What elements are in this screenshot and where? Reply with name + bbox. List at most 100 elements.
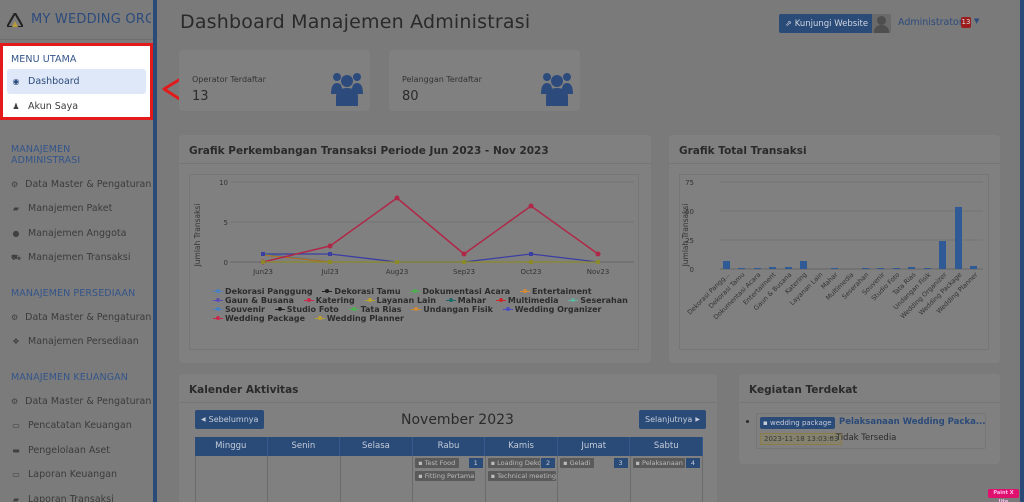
legend-item[interactable]: Tata Rias — [348, 305, 401, 314]
main-menu-highlight: MENU UTAMA ◉ Dashboard ♟ Akun Saya — [0, 43, 153, 120]
logo-icon — [7, 12, 23, 27]
event-type-badge: ▪ wedding package — [760, 417, 835, 429]
sidebar-item-data-master-persediaan[interactable]: ⚙ Data Master & Pengaturan — [11, 311, 152, 323]
legend-item[interactable]: Wedding Package — [213, 314, 305, 323]
day-number: 2 — [541, 458, 556, 468]
sidebar-item-data-master-keuangan[interactable]: ⚙ Data Master & Pengaturan — [11, 395, 152, 407]
money-icon: ▭ — [12, 470, 20, 480]
weekday: Minggu — [195, 437, 268, 456]
svg-text:Sep23: Sep23 — [453, 268, 475, 276]
line-chart-legend: Dekorasi Panggung Dekorasi Tamu Dokument… — [213, 287, 635, 323]
weekday: Senin — [268, 437, 341, 456]
legend-item[interactable]: Wedding Organizer — [502, 305, 601, 314]
calendar-event[interactable]: ▪ Fitting Pertama — [415, 471, 476, 481]
legend-item[interactable]: Multimedia — [495, 296, 558, 305]
event-status: - Tidak Tersedia — [830, 433, 897, 443]
svg-text:Jul23: Jul23 — [320, 268, 338, 276]
stat-card-pelanggan: Pelanggan Terdaftar 80 — [389, 50, 580, 111]
next-month-button[interactable]: Selanjutnya ▶ — [639, 410, 706, 429]
stat-label: Operator Terdaftar — [192, 75, 266, 84]
calendar-event[interactable]: ▪ Loading Dekorasi — [487, 458, 540, 468]
calendar-grid: ▪ Test Food ▪ Fitting Pertama 1 ▪ Loadin… — [195, 456, 703, 502]
avatar[interactable] — [872, 14, 891, 33]
svg-text:10: 10 — [219, 179, 228, 187]
legend-item[interactable]: Wedding Planner — [314, 314, 404, 323]
legend-item[interactable]: Layanan Lain — [364, 296, 436, 305]
cart-icon: ⛟ — [11, 252, 22, 262]
sidebar-item-manajemen-persediaan[interactable]: ❖ Manajemen Persediaan — [12, 336, 139, 348]
legend-item[interactable]: Studio Foto — [274, 305, 339, 314]
legend-item[interactable]: Dokumentasi Acara — [410, 287, 510, 296]
svg-text:Jumlah Transaksi: Jumlah Transaksi — [681, 204, 690, 268]
legend-item[interactable]: Gaun & Busana — [213, 296, 294, 305]
sidebar-item-manajemen-transaksi[interactable]: ⛟ Manajemen Transaksi — [11, 252, 131, 264]
calendar-cell[interactable]: ▪ Test Food ▪ Fitting Pertama 1 — [412, 456, 484, 502]
calendar-event[interactable]: ▪ Pelaksanaan — [632, 458, 685, 468]
sidebar-item-akun-saya[interactable]: ♟ Akun Saya — [12, 101, 79, 112]
user-icon: ♟ — [12, 102, 20, 111]
weekday: Kamis — [485, 437, 558, 456]
legend-item[interactable]: Seserahan — [568, 296, 628, 305]
money-icon: ▭ — [12, 421, 20, 431]
legend-item[interactable]: Souvenir — [213, 305, 265, 314]
calendar-cell[interactable]: ▪ Loading Dekorasi ▪ Technical meeting 2 — [484, 456, 557, 502]
stat-card-operator: Operator Terdaftar 13 — [179, 50, 370, 111]
bar-chart: 75 50 25 0 Jumlah Transaksi — [679, 174, 989, 350]
page-title: Dashboard Manajemen Administrasi — [180, 11, 531, 33]
sidebar-item-manajemen-anggota[interactable]: ● Manajemen Anggota — [12, 227, 127, 239]
sidebar-item-data-master-admin[interactable]: ⚙ Data Master & Pengaturan — [11, 178, 152, 190]
external-link-icon: ⇗ — [785, 19, 792, 28]
calendar-cell[interactable]: ▪ Pelaksanaan 4 — [629, 456, 703, 502]
day-number: 1 — [468, 458, 483, 468]
stat-label: Pelanggan Terdaftar — [402, 75, 482, 84]
svg-text:Jumlah Transaksi: Jumlah Transaksi — [193, 204, 202, 268]
sidebar-item-pencatatan-keuangan[interactable]: ▭ Pencatatan Keuangan — [12, 420, 132, 432]
cogs-icon: ⚙ — [11, 179, 19, 189]
sidebar-item-dashboard[interactable]: ◉ Dashboard — [7, 69, 146, 94]
globe-icon: ◉ — [12, 77, 20, 86]
brand[interactable]: MY WEDDING ORGANIZER — [0, 0, 153, 40]
calendar-event[interactable]: ▪ Test Food — [415, 458, 460, 468]
upcoming-event[interactable]: ▪ wedding package Pelaksanaan Wedding Pa… — [756, 413, 986, 449]
event-title-link[interactable]: Pelaksanaan Wedding Packa... — [839, 417, 986, 427]
calendar-month: November 2023 — [401, 412, 514, 428]
legend-item[interactable]: Dekorasi Tamu — [322, 287, 401, 296]
sidebar-item-pengelolaan-aset[interactable]: ▬ Pengelolaan Aset — [12, 444, 110, 456]
weekday: Selasa — [340, 437, 413, 456]
section-title: MANAJEMEN KEUANGAN — [11, 372, 128, 383]
panel-title: Kalender Aktivitas — [179, 374, 717, 403]
calendar-cell[interactable] — [267, 456, 339, 502]
day-number: 4 — [685, 458, 700, 468]
calendar-event[interactable]: ▪ Technical meeting — [487, 471, 556, 481]
notification-badge: 13 — [961, 17, 971, 28]
svg-text:0: 0 — [690, 266, 694, 274]
legend-item[interactable]: Katering — [303, 296, 355, 305]
sidebar-item-manajemen-paket[interactable]: ▰ Manajemen Paket — [12, 203, 113, 215]
svg-text:Aug23: Aug23 — [386, 268, 409, 276]
inbox-icon: ▬ — [12, 445, 20, 455]
sidebar-item-laporan-transaksi[interactable]: ▰ Laporan Transaksi — [12, 493, 114, 502]
scrollbar[interactable] — [1020, 0, 1024, 502]
visit-website-button[interactable]: ⇗ Kunjungi Website — [779, 14, 875, 33]
calendar-cell[interactable]: ▪ Geladi 3 — [557, 456, 629, 502]
weekday: Jumat — [558, 437, 631, 456]
legend-item[interactable]: Undangan Fisik — [411, 305, 493, 314]
calendar-event[interactable]: ▪ Geladi — [560, 458, 595, 468]
svg-text:75: 75 — [685, 179, 694, 187]
svg-text:25: 25 — [685, 237, 694, 245]
svg-text:Jun23: Jun23 — [252, 268, 273, 276]
caret-right-icon: ▶ — [695, 416, 700, 423]
legend-item[interactable]: Entertaiment — [519, 287, 592, 296]
legend-item[interactable]: Mahar — [445, 296, 486, 305]
sidebar-item-laporan-keuangan[interactable]: ▭ Laporan Keuangan — [12, 469, 118, 481]
calendar-cell[interactable] — [339, 456, 412, 502]
svg-text:50: 50 — [685, 208, 694, 216]
user-menu[interactable]: Administrator — [898, 17, 963, 28]
legend-item[interactable]: Dekorasi Panggung — [213, 287, 313, 296]
svg-text:Oct23: Oct23 — [520, 268, 541, 276]
users-icon — [541, 73, 573, 106]
caret-down-icon[interactable]: ▼ — [974, 17, 980, 25]
panel-title: Kegiatan Terdekat — [739, 374, 1000, 403]
prev-month-button[interactable]: ◀ Sebelumnya — [195, 410, 265, 429]
calendar-cell[interactable] — [195, 456, 267, 502]
